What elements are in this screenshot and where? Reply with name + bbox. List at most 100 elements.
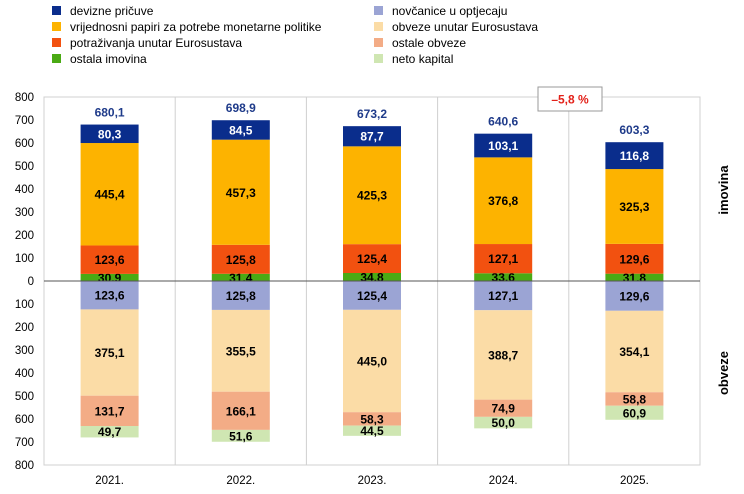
data-label-devizne: 80,3 (98, 127, 122, 141)
bar-segment-obveze_euro (474, 310, 533, 400)
y-tick-label: 400 (15, 368, 34, 380)
legend-swatch-obveze_euro (374, 22, 383, 31)
total-label: 680,1 (95, 106, 125, 120)
bar-segment-obveze_euro (605, 310, 664, 393)
bar-segment-potrazivanja (343, 244, 401, 273)
bar-segment-vrijednosni (474, 157, 533, 245)
bar-segment-devizne (474, 133, 533, 158)
data-label-neto_kapital: 60,9 (623, 406, 647, 420)
data-label-ostale_obveze: 74,9 (492, 402, 516, 416)
bar-segment-vrijednosni (211, 139, 270, 245)
bar-segment-novcanice (211, 281, 270, 310)
x-tick-label: 2023. (358, 475, 387, 487)
y-tick-label: 700 (15, 115, 34, 127)
x-axis: 2021. 2022. 2023. 2024. 2025. (95, 475, 649, 487)
bar-segment-neto_kapital (343, 425, 401, 436)
annotation-text: –5,8 % (551, 93, 589, 107)
total-label: 603,3 (619, 123, 649, 137)
bar-segment-neto_kapital (80, 425, 139, 438)
bar-segment-devizne (605, 142, 664, 170)
bar-segment-vrijednosni (605, 169, 664, 244)
legend-swatch-vrijednosni (52, 22, 61, 31)
data-label-potrazivanja: 129,6 (619, 252, 649, 266)
side-label-liabilities: obveze (716, 351, 731, 395)
bar-segment-ostale_obveze (80, 395, 139, 426)
data-label-neto_kapital: 49,7 (98, 425, 122, 439)
y-tick-label: 500 (15, 391, 34, 403)
bar-segment-obveze_euro (343, 309, 401, 413)
bar-segment-potrazivanja (80, 245, 139, 274)
y-tick-label: 200 (15, 322, 34, 334)
total-label: 698,9 (226, 101, 256, 115)
bar-segment-potrazivanja (474, 244, 533, 274)
data-label-potrazivanja: 125,4 (357, 252, 387, 266)
legend-label-devizne: devizne pričuve (70, 4, 154, 18)
bar-segment-potrazivanja (211, 244, 270, 274)
data-label-novcanice: 125,8 (226, 289, 256, 303)
y-tick-label: 600 (15, 138, 34, 150)
bar-segment-novcanice (80, 281, 139, 310)
data-label-obveze_euro: 354,1 (619, 345, 649, 359)
bar-segment-vrijednosni (343, 146, 401, 245)
data-label-obveze_euro: 388,7 (488, 348, 518, 362)
data-label-neto_kapital: 50,0 (492, 416, 516, 430)
y-tick-label: 0 (28, 276, 34, 288)
y-axis: 800 700 600 500 400 300 200 100 0 100 200 300 400 500… (15, 92, 34, 472)
y-tick-label: 800 (15, 92, 34, 104)
bar-segment-ostale_obveze (343, 412, 401, 426)
x-tick-label: 2025. (620, 475, 649, 487)
bar-segment-potrazivanja (605, 243, 664, 274)
y-tick-label: 600 (15, 414, 34, 426)
bar-segment-ostala_imovina (343, 272, 401, 281)
legend-label-novcanice: novčanice u optjecaju (392, 4, 507, 18)
bar-segment-novcanice (343, 281, 401, 310)
x-tick-label: 2022. (226, 475, 255, 487)
data-label-obveze_euro: 355,5 (226, 344, 256, 358)
legend-swatch-ostala_imovina (52, 54, 61, 63)
legend-label-vrijednosni: vrijednosni papiri za potrebe monetarne … (70, 20, 322, 34)
bar-segment-ostale_obveze (211, 391, 270, 430)
bar-segment-neto_kapital (605, 405, 664, 420)
total-label: 673,2 (357, 107, 387, 121)
data-label-devizne: 87,7 (360, 130, 384, 144)
data-label-potrazivanja: 123,6 (95, 253, 125, 267)
change-annotation: –5,8 % (537, 86, 603, 112)
legend-swatch-neto_kapital (374, 54, 383, 63)
data-label-potrazivanja: 125,8 (226, 253, 256, 267)
x-tick-label: 2021. (95, 475, 124, 487)
legend-swatch-novcanice (374, 6, 383, 15)
y-tick-label: 100 (15, 253, 34, 265)
y-tick-label: 100 (15, 299, 34, 311)
x-tick-label: 2024. (489, 475, 518, 487)
data-label-novcanice: 129,6 (619, 289, 649, 303)
data-label-ostale_obveze: 166,1 (226, 404, 256, 418)
bar-segment-devizne (80, 124, 139, 144)
data-label-neto_kapital: 44,5 (360, 424, 384, 438)
bar-segment-obveze_euro (80, 309, 139, 396)
bar-segment-novcanice (474, 281, 533, 311)
bar-segment-ostala_imovina (474, 273, 533, 281)
data-label-obveze_euro: 445,0 (357, 355, 387, 369)
data-label-novcanice: 123,6 (95, 289, 125, 303)
y-tick-label: 500 (15, 161, 34, 173)
data-label-ostale_obveze: 131,7 (95, 404, 125, 418)
data-label-novcanice: 125,4 (357, 289, 387, 303)
data-label-novcanice: 127,1 (488, 289, 518, 303)
y-tick-label: 400 (15, 184, 34, 196)
y-tick-label: 300 (15, 207, 34, 219)
bar-segment-neto_kapital (474, 416, 533, 429)
bar-segment-ostale_obveze (605, 392, 664, 406)
data-label-neto_kapital: 51,6 (229, 429, 253, 443)
data-label-devizne: 84,5 (229, 123, 253, 137)
bar-segment-vrijednosni (80, 143, 139, 246)
legend-label-ostale_obveze: ostale obveze (392, 36, 466, 50)
y-tick-label: 700 (15, 437, 34, 449)
legend-label-ostala_imovina: ostala imovina (70, 52, 147, 66)
y-tick-label: 300 (15, 345, 34, 357)
bar-segment-devizne (343, 126, 401, 147)
bar-segment-novcanice (605, 281, 664, 311)
bar-segment-obveze_euro (211, 309, 270, 392)
data-label-vrijednosni: 376,8 (488, 194, 518, 208)
total-label: 640,6 (488, 115, 518, 129)
